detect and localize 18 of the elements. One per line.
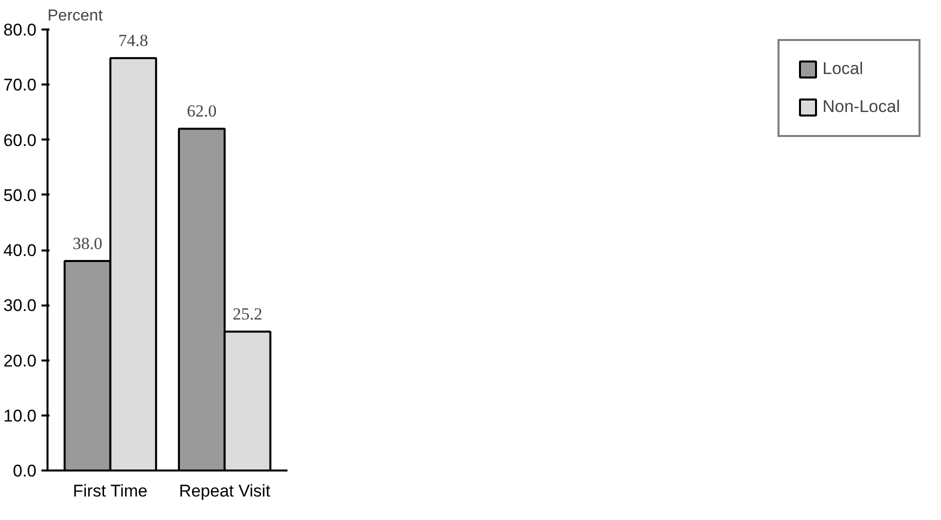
legend-label: Non-Local: [822, 97, 900, 117]
data-label: 25.2: [232, 304, 262, 324]
y-tick-label: 30.0: [3, 296, 37, 316]
x-tick-label: Repeat Visit: [178, 482, 271, 500]
y-tick-label: 10.0: [3, 406, 37, 426]
x-tick-label: First Time: [72, 482, 148, 500]
y-tick-label: 70.0: [3, 76, 37, 95]
legend-label: Local: [822, 59, 864, 79]
data-label: 62.0: [186, 102, 217, 121]
y-tick-label: 50.0: [3, 186, 37, 205]
y-tick-label: 20.0: [3, 351, 37, 370]
y-tick-label: 40.0: [3, 241, 37, 260]
data-label: 74.8: [118, 31, 148, 50]
y-tick-label: 80.0: [3, 20, 37, 40]
data-label: 38.0: [72, 234, 102, 254]
y-axis-title: Percent: [48, 8, 104, 24]
y-tick-label: 60.0: [3, 130, 37, 150]
y-tick-label: 0.0: [12, 462, 37, 480]
